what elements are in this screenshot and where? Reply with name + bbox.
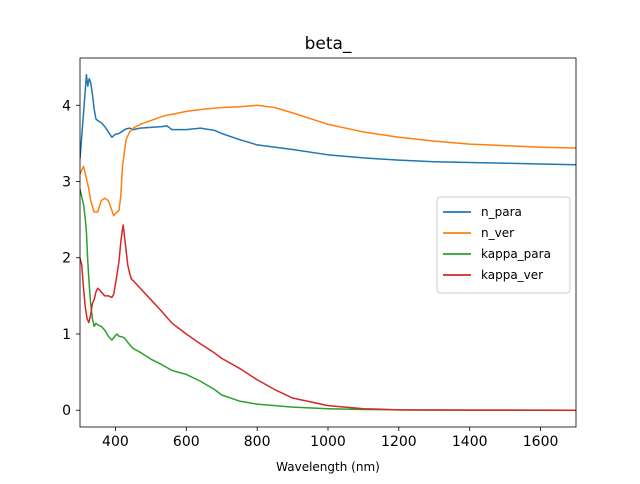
series-line-kappa_ver <box>80 224 576 411</box>
x-tick-label: 600 <box>173 434 200 450</box>
legend-label-kappa_para: kappa_para <box>481 247 551 261</box>
x-tick-label: 1200 <box>381 434 417 450</box>
legend-label-kappa_ver: kappa_ver <box>481 268 543 282</box>
legend-label-n_para: n_para <box>481 205 522 219</box>
x-tick-label: 800 <box>244 434 271 450</box>
legend-box <box>436 196 571 294</box>
legend: n_para n_ver kappa_para kappa_ver <box>436 196 571 294</box>
x-tick-label: 1000 <box>310 434 346 450</box>
series-line-n_para <box>80 74 576 166</box>
legend-label-n_ver: n_ver <box>481 226 514 240</box>
x-tick-label: 400 <box>102 434 129 450</box>
y-tick-label: 0 <box>62 403 71 419</box>
y-tick-label: 3 <box>62 175 71 191</box>
chart-title: beta_ <box>305 34 352 54</box>
x-tick-label: 1600 <box>523 434 559 450</box>
series-line-n_ver <box>80 104 576 217</box>
y-tick-label: 4 <box>62 98 71 114</box>
y-tick-label: 2 <box>62 251 71 267</box>
series-line-kappa_para <box>80 188 576 411</box>
x-tick-label: 1400 <box>452 434 488 450</box>
x-axis-label: Wavelength (nm) <box>276 460 380 474</box>
y-tick-label: 1 <box>62 327 71 343</box>
